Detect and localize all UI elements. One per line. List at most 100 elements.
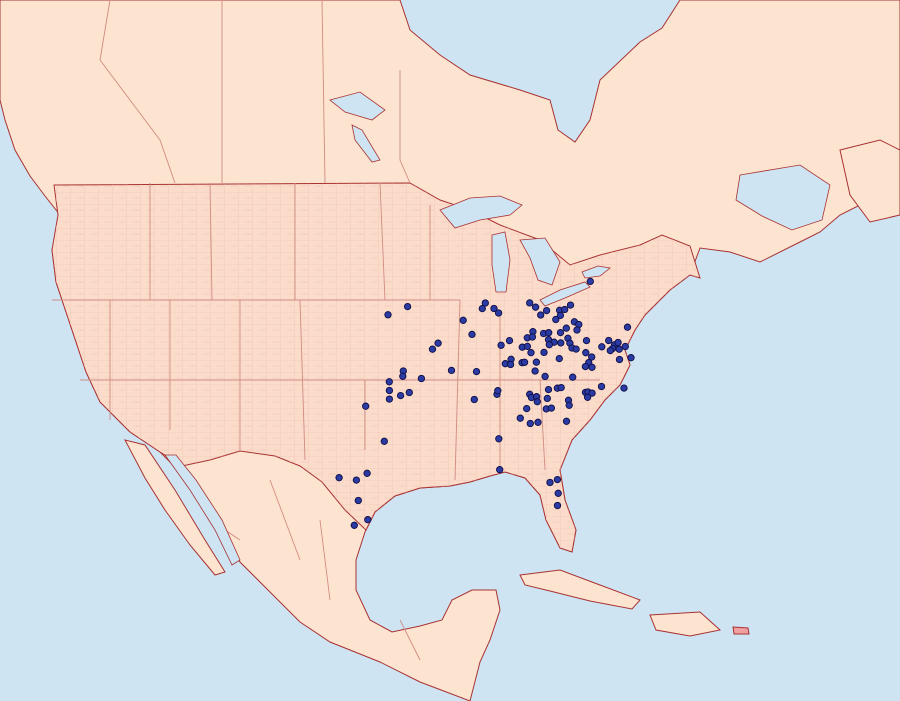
occurrence-marker	[581, 362, 590, 371]
great-slave-lake	[329, 91, 386, 121]
occurrence-marker	[434, 339, 442, 347]
occurrence-marker	[614, 338, 622, 347]
occurrence-marker	[405, 388, 413, 397]
occurrence-marker	[615, 345, 623, 353]
occurrence-marker	[545, 329, 553, 337]
occurrence-marker	[582, 349, 590, 357]
occurrence-marker	[541, 372, 549, 381]
occurrence-marker	[544, 385, 553, 394]
occurrence-marker	[470, 395, 478, 404]
occurrence-marker	[472, 367, 481, 376]
occurrence-marker	[615, 355, 624, 364]
occurrence-marker	[505, 336, 514, 345]
lake-erie	[539, 281, 591, 307]
hispaniola	[649, 611, 722, 637]
occurrence-marker	[623, 323, 632, 331]
newfoundland	[839, 139, 900, 223]
occurrence-marker	[566, 301, 575, 309]
occurrence-marker	[362, 402, 370, 410]
occurrence-marker	[534, 418, 542, 426]
occurrence-marker	[572, 345, 580, 353]
occurrence-marker	[385, 395, 394, 403]
occurrence-marker	[546, 478, 554, 487]
occurrence-marker	[573, 326, 581, 334]
occurrence-marker	[545, 341, 553, 349]
occurrence-marker	[385, 378, 393, 386]
occurrence-marker	[562, 417, 571, 425]
occurrence-marker	[363, 469, 371, 477]
occurrence-marker	[490, 304, 498, 313]
occurrence-marker	[523, 404, 531, 413]
occurrence-marker	[384, 311, 392, 319]
lake-ontario	[581, 265, 611, 279]
occurrence-marker	[447, 366, 456, 375]
occurrence-marker	[562, 324, 570, 332]
occurrence-marker	[494, 309, 503, 317]
occurrence-marker	[497, 341, 505, 349]
lake-huron	[519, 237, 561, 286]
occurrence-marker	[481, 299, 489, 307]
occurrence-marker	[547, 404, 556, 412]
occurrence-marker	[565, 401, 573, 409]
occurrence-marker	[459, 316, 467, 324]
occurrence-marker	[583, 393, 592, 401]
occurrence-marker	[561, 305, 569, 314]
occurrence-marker	[588, 363, 596, 371]
occurrence-marker	[527, 349, 535, 357]
occurrence-marker	[495, 435, 503, 443]
occurrence-marker	[496, 466, 504, 474]
occurrence-marker	[606, 346, 614, 355]
gulf-of-california	[164, 454, 241, 566]
occurrence-marker	[555, 354, 563, 363]
occurrence-markers	[335, 277, 635, 529]
baja-california	[124, 439, 226, 576]
occurrence-marker	[605, 336, 613, 345]
occurrence-marker	[552, 315, 560, 324]
lake-winnipeg	[351, 124, 381, 163]
occurrence-marker	[516, 414, 524, 422]
occurrence-marker	[380, 437, 388, 445]
occurrence-marker	[520, 358, 529, 366]
occurrence-marker	[526, 419, 534, 428]
occurrence-marker	[506, 360, 515, 369]
occurrence-marker	[588, 389, 596, 397]
occurrence-marker	[586, 277, 594, 286]
occurrence-marker	[553, 501, 562, 510]
gulf-of-st-lawrence	[735, 164, 831, 231]
occurrence-marker	[523, 342, 532, 351]
lake-michigan	[491, 231, 511, 293]
occurrence-marker	[531, 303, 540, 311]
occurrence-marker	[468, 330, 476, 339]
occurrence-marker	[428, 345, 437, 353]
occurrence-marker	[557, 339, 565, 347]
occurrence-marker	[620, 384, 628, 392]
occurrence-marker	[364, 516, 372, 524]
occurrence-marker	[553, 475, 562, 484]
occurrence-marker	[350, 521, 358, 529]
occurrence-marker	[385, 386, 394, 395]
occurrence-marker	[540, 348, 548, 357]
occurrence-marker	[537, 311, 545, 319]
caribbean-islands	[519, 139, 900, 637]
occurrence-marker	[627, 354, 635, 362]
occurrence-marker	[531, 367, 539, 375]
occurrence-marker	[478, 304, 486, 313]
occurrence-marker	[556, 311, 565, 320]
occurrence-marker	[543, 394, 551, 403]
occurrence-marker	[526, 299, 534, 307]
occurrence-marker	[621, 342, 629, 351]
occurrence-marker	[556, 328, 565, 337]
lake-superior	[439, 195, 523, 229]
occurrence-marker	[352, 476, 361, 484]
water-bodies	[164, 91, 831, 566]
occurrence-marker	[396, 391, 405, 400]
occurrence-marker	[417, 374, 426, 383]
occurrence-marker	[554, 489, 562, 497]
occurrence-marker	[494, 387, 502, 395]
occurrence-marker	[557, 383, 565, 392]
occurrence-marker	[598, 343, 606, 351]
cuba	[519, 569, 641, 610]
occurrence-marker	[528, 333, 537, 341]
occurrence-marker	[533, 398, 541, 406]
